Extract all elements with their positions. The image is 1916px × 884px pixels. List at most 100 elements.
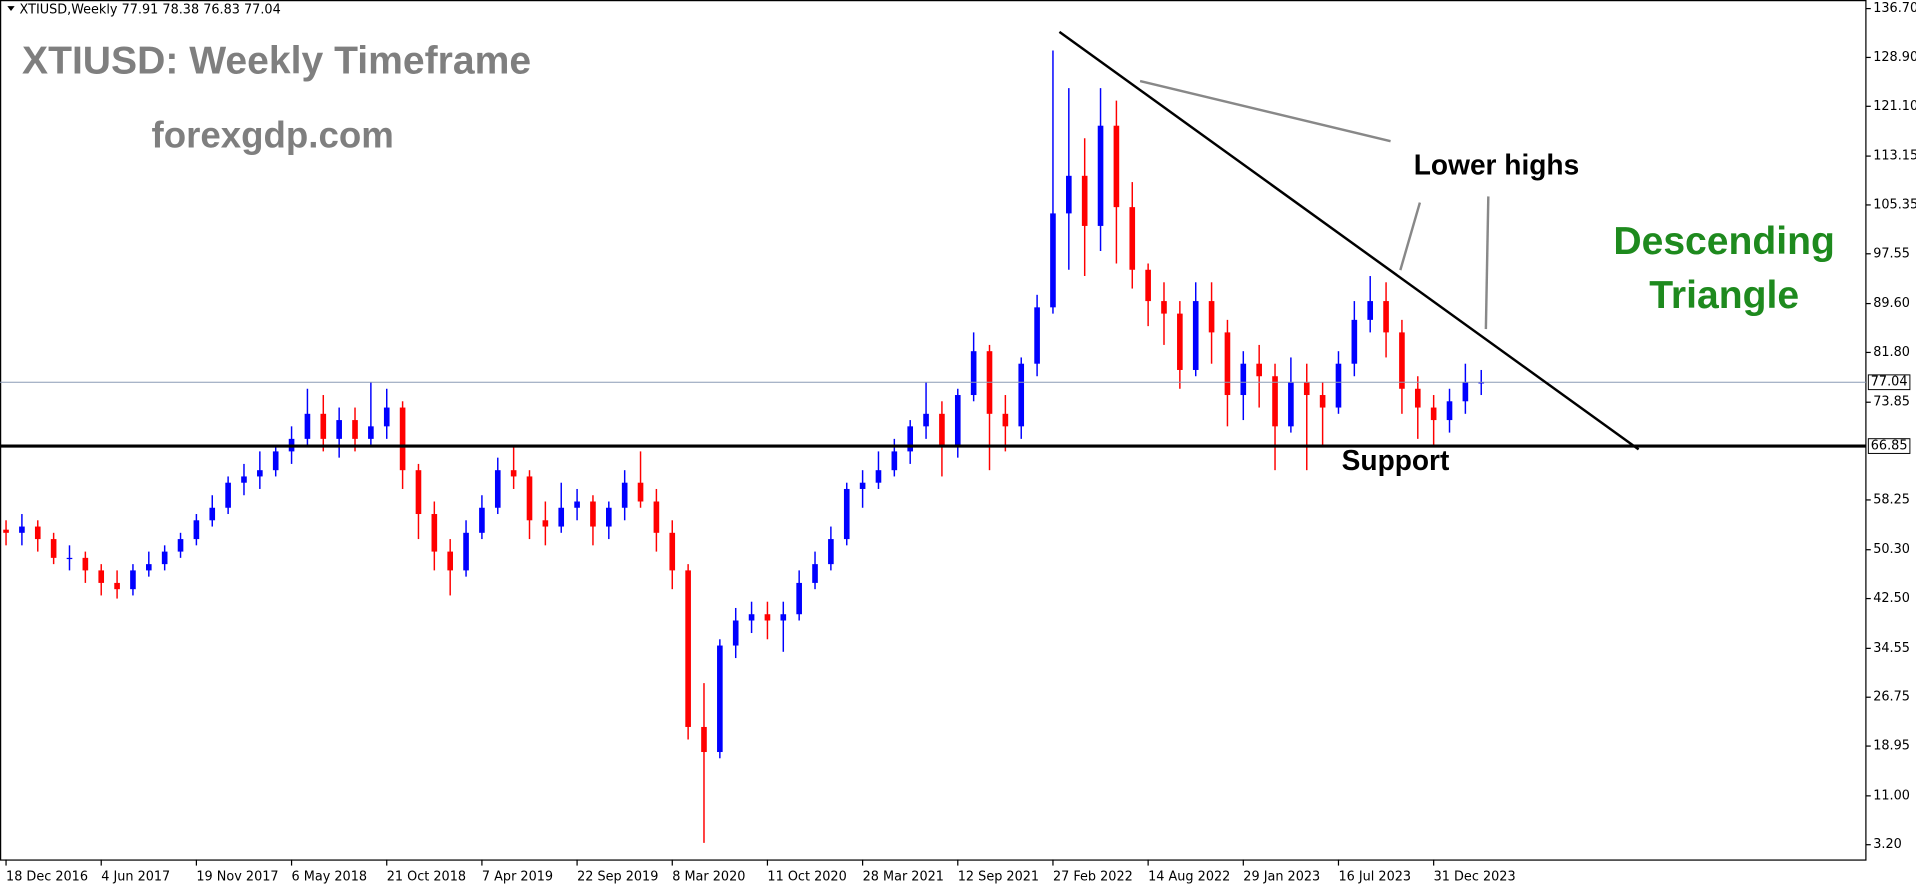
pointer-line — [1139, 79, 1391, 143]
candle-body — [542, 520, 549, 527]
candle-body — [970, 351, 977, 396]
price-box — [1867, 374, 1911, 391]
candle-body — [1050, 213, 1056, 308]
candle-body — [98, 570, 105, 583]
candle-body — [352, 420, 358, 439]
y-tick-label: 18.95 — [1873, 739, 1910, 754]
candle-body — [34, 526, 41, 540]
candle-body — [3, 529, 9, 533]
y-tick-label: 121.10 — [1873, 99, 1916, 114]
candle-body — [1177, 313, 1183, 370]
y-tick-label: 73.85 — [1873, 395, 1910, 410]
x-tick-label: 11 Oct 2020 — [767, 869, 846, 884]
y-tick-label: 81.80 — [1873, 345, 1910, 360]
price-label: 77.04 — [1871, 375, 1908, 390]
candle-body — [383, 407, 390, 427]
candle-body — [114, 582, 120, 590]
candle-body — [1002, 413, 1009, 427]
candle-body — [1113, 125, 1120, 208]
candle-body — [479, 507, 485, 533]
price-label: 66.85 — [1871, 439, 1908, 454]
candle-body — [336, 420, 342, 439]
candle-body — [1335, 363, 1342, 408]
y-tick-label: 128.90 — [1873, 50, 1916, 65]
y-tick-label: 34.55 — [1873, 641, 1910, 656]
candle-body — [19, 526, 25, 533]
candle-body — [50, 539, 57, 558]
candle-body — [732, 620, 739, 646]
candle-body — [1399, 332, 1405, 389]
candle-body — [66, 557, 73, 560]
candle-body — [1446, 401, 1453, 421]
candle-body — [1097, 125, 1104, 226]
candle-body — [145, 564, 152, 571]
pointer-line — [1399, 202, 1422, 271]
x-tick-label: 28 Mar 2021 — [863, 869, 944, 884]
annotation: Triangle — [1649, 274, 1799, 317]
x-tick-label: 21 Oct 2018 — [387, 869, 466, 884]
candle-body — [1319, 395, 1326, 408]
annotation: Lower highs — [1414, 148, 1579, 180]
candle-body — [1129, 207, 1136, 270]
candle-body — [463, 532, 469, 571]
candle-body — [558, 507, 565, 527]
candle-body — [1208, 301, 1215, 333]
candle-body — [1303, 382, 1310, 396]
candle-body — [526, 476, 533, 521]
candle-body — [1288, 382, 1294, 427]
x-tick-label: 8 Mar 2020 — [672, 869, 745, 884]
candle-body — [320, 413, 327, 439]
candle-body — [1414, 388, 1421, 408]
candle-body — [1161, 301, 1167, 314]
y-tick-label: 26.75 — [1873, 690, 1910, 705]
candle-body — [177, 539, 184, 552]
candle-body — [1367, 301, 1374, 320]
candle-body — [1256, 363, 1262, 377]
candle-body — [812, 564, 818, 583]
marks — [0, 50, 1866, 843]
candle-body — [1240, 363, 1247, 396]
candle-body — [574, 501, 580, 508]
candle-body — [875, 470, 882, 483]
candle-body — [685, 570, 691, 727]
candle-body — [1081, 175, 1088, 226]
candle-body — [257, 470, 263, 477]
y-tick-label: 136.70 — [1873, 1, 1916, 16]
x-tick-label: 6 May 2018 — [292, 869, 367, 884]
x-tick-label: 27 Feb 2022 — [1053, 869, 1133, 884]
y-tick-label: 89.60 — [1873, 296, 1910, 311]
candle-body — [1224, 332, 1231, 396]
candle-body — [1034, 307, 1040, 364]
candle-body — [415, 470, 422, 515]
candle-body — [1145, 269, 1151, 302]
x-tick-label: 29 Jan 2023 — [1243, 869, 1320, 884]
candle-body — [1462, 382, 1469, 402]
candle-body — [1018, 363, 1025, 427]
candle-body — [923, 413, 929, 427]
candle-body — [447, 551, 454, 571]
candle-body — [637, 482, 644, 502]
candle-body — [954, 395, 961, 446]
x-tick-label: 14 Aug 2022 — [1148, 869, 1230, 884]
candle-body — [748, 614, 755, 621]
price-box — [1867, 438, 1911, 454]
x-tick-label: 31 Dec 2023 — [1434, 869, 1516, 884]
pointer-line — [1484, 196, 1490, 330]
x-tick-label: 12 Sep 2021 — [958, 869, 1039, 884]
trend-line — [1058, 30, 1640, 451]
title: XTIUSD: Weekly Timeframe — [22, 40, 531, 83]
subtitle: forexgdp.com — [152, 114, 394, 155]
candle-body — [621, 482, 628, 508]
candle-body — [431, 514, 438, 552]
candle-body — [82, 557, 89, 571]
candle-body — [304, 413, 311, 439]
y-tick-label: 105.35 — [1873, 197, 1916, 212]
candle-body — [717, 645, 723, 753]
candle-body — [161, 551, 168, 565]
candle-body — [130, 570, 136, 590]
candle-body — [494, 470, 501, 508]
x-tick-label: 4 Jun 2017 — [101, 869, 170, 884]
candle-body — [939, 413, 945, 446]
candle-body — [606, 507, 612, 527]
